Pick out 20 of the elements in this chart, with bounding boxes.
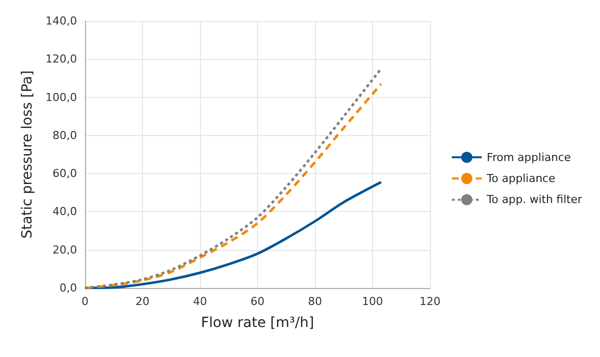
x-tick-label: 0 bbox=[82, 295, 88, 308]
y-tick-label: 0,0 bbox=[60, 282, 77, 294]
y-tick-label: 60,0 bbox=[52, 167, 77, 180]
x-tick-label: 80 bbox=[308, 295, 322, 308]
x-tick-label: 60 bbox=[250, 295, 264, 308]
y-tick-label: 80,0 bbox=[52, 128, 77, 142]
y-tick-label: 20,0 bbox=[52, 243, 77, 256]
x-tick-label: 40 bbox=[193, 295, 207, 308]
y-tick-label: 120,0 bbox=[46, 52, 77, 66]
y-tick-label: 100,0 bbox=[46, 90, 77, 104]
y-axis-title: Static pressure loss [Pa] bbox=[20, 70, 36, 239]
x-tick-label: 120 bbox=[420, 295, 440, 308]
x-tick-label: 100 bbox=[362, 295, 383, 308]
y-tick-label: 40,0 bbox=[52, 205, 77, 218]
legend-label: To app. with filter bbox=[486, 193, 582, 206]
legend-label: To appliance bbox=[486, 172, 556, 185]
x-tick-label: 20 bbox=[136, 295, 150, 308]
x-axis-title: Flow rate [m³/h] bbox=[200, 315, 314, 331]
legend-label: From appliance bbox=[486, 150, 572, 164]
y-tick-label: 140,0 bbox=[46, 14, 77, 28]
